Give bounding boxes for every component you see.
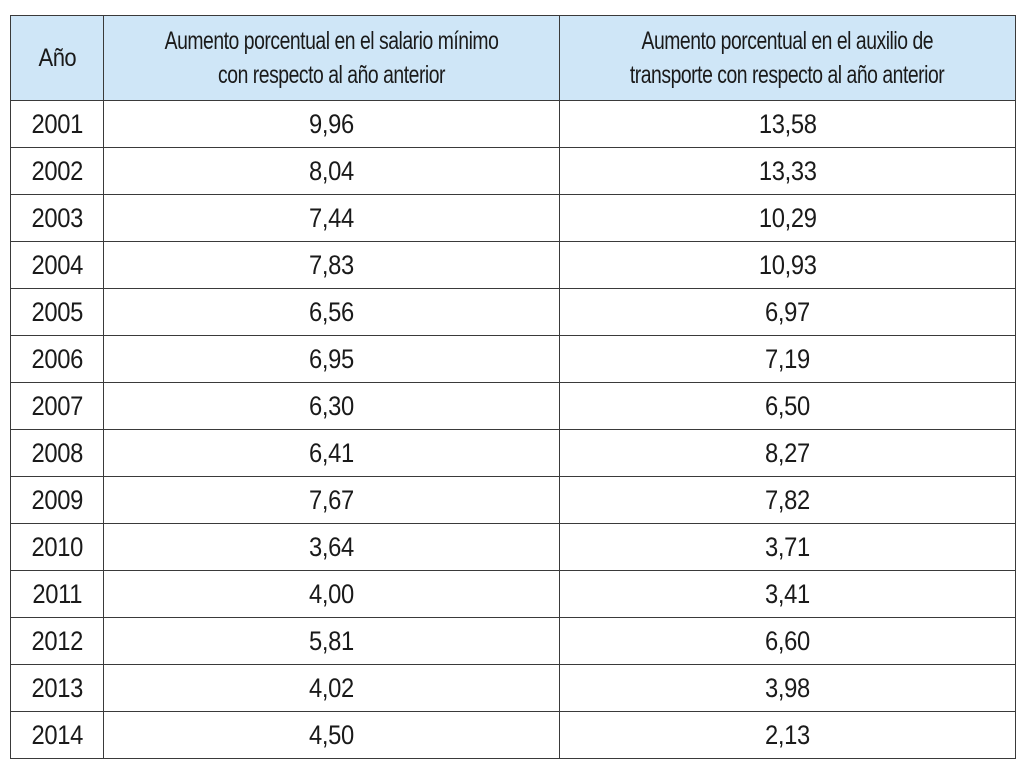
header-salary-line-2-text: con respecto al año anterior [218,61,445,89]
cell-salary-increase: 6,30 [103,382,560,430]
cell-year: 2007 [10,382,104,430]
cell-transport-increase: 6,60 [559,617,1016,665]
table-row: 2010 3,64 3,71 [10,523,1016,571]
cell-salary-increase: 3,64 [103,523,560,571]
table-row: 2004 7,83 10,93 [10,241,1016,289]
header-transport-line-1-text: Aumento porcentual en el auxilio de [641,27,934,55]
header-transport-line-2: transporte con respecto al año anterior [587,58,987,92]
cell-salary-increase: 7,44 [103,194,560,242]
header-transport-increase: Aumento porcentual en el auxilio de tran… [559,15,1016,101]
header-salary-line-1: Aumento porcentual en el salario mínimo [131,24,531,58]
cell-salary-increase: 4,50 [103,711,560,759]
table-row: 2011 4,00 3,41 [10,570,1016,618]
cell-transport-increase: 6,97 [559,288,1016,336]
cell-transport-increase: 7,82 [559,476,1016,524]
cell-salary-increase: 4,02 [103,664,560,712]
cell-transport-increase: 10,29 [559,194,1016,242]
cell-year: 2012 [10,617,104,665]
cell-transport-increase: 2,13 [559,711,1016,759]
cell-year: 2013 [10,664,104,712]
header-row: Año Aumento porcentual en el salario mín… [10,15,1016,101]
cell-transport-increase: 13,33 [559,147,1016,195]
table-body: 2001 9,96 13,58 2002 8,04 13,33 2003 7,4… [10,100,1016,759]
header-year: Año [10,15,104,101]
table-row: 2001 9,96 13,58 [10,100,1016,148]
table-row: 2003 7,44 10,29 [10,194,1016,242]
table-header: Año Aumento porcentual en el salario mín… [10,15,1016,101]
table-row: 2007 6,30 6,50 [10,382,1016,430]
cell-year: 2002 [10,147,104,195]
cell-transport-increase: 8,27 [559,429,1016,477]
cell-year: 2010 [10,523,104,571]
table-row: 2013 4,02 3,98 [10,664,1016,712]
cell-transport-increase: 7,19 [559,335,1016,383]
cell-salary-increase: 6,95 [103,335,560,383]
cell-year: 2006 [10,335,104,383]
cell-salary-increase: 9,96 [103,100,560,148]
cell-year: 2003 [10,194,104,242]
cell-salary-increase: 6,41 [103,429,560,477]
table-row: 2006 6,95 7,19 [10,335,1016,383]
table-row: 2012 5,81 6,60 [10,617,1016,665]
cell-year: 2011 [10,570,104,618]
cell-year: 2004 [10,241,104,289]
header-salary-increase: Aumento porcentual en el salario mínimo … [103,15,560,101]
cell-salary-increase: 7,67 [103,476,560,524]
cell-salary-increase: 7,83 [103,241,560,289]
cell-transport-increase: 3,98 [559,664,1016,712]
table-row: 2002 8,04 13,33 [10,147,1016,195]
cell-transport-increase: 10,93 [559,241,1016,289]
cell-year: 2001 [10,100,104,148]
cell-year: 2008 [10,429,104,477]
cell-transport-increase: 3,41 [559,570,1016,618]
cell-salary-increase: 6,56 [103,288,560,336]
cell-transport-increase: 13,58 [559,100,1016,148]
header-transport-line-1: Aumento porcentual en el auxilio de [587,24,987,58]
table-row: 2014 4,50 2,13 [10,711,1016,759]
table-row: 2009 7,67 7,82 [10,476,1016,524]
header-transport-line-2-text: transporte con respecto al año anterior [630,61,945,89]
cell-salary-increase: 4,00 [103,570,560,618]
header-salary-line-2: con respecto al año anterior [131,58,531,92]
cell-transport-increase: 3,71 [559,523,1016,571]
data-table-container: Año Aumento porcentual en el salario mín… [10,15,1016,759]
cell-transport-increase: 6,50 [559,382,1016,430]
cell-year: 2014 [10,711,104,759]
header-salary-line-1-text: Aumento porcentual en el salario mínimo [164,27,499,55]
salary-transport-table: Año Aumento porcentual en el salario mín… [10,15,1016,759]
table-row: 2005 6,56 6,97 [10,288,1016,336]
cell-year: 2009 [10,476,104,524]
table-row: 2008 6,41 8,27 [10,429,1016,477]
cell-salary-increase: 5,81 [103,617,560,665]
header-year-label: Año [38,44,76,72]
cell-year: 2005 [10,288,104,336]
cell-salary-increase: 8,04 [103,147,560,195]
